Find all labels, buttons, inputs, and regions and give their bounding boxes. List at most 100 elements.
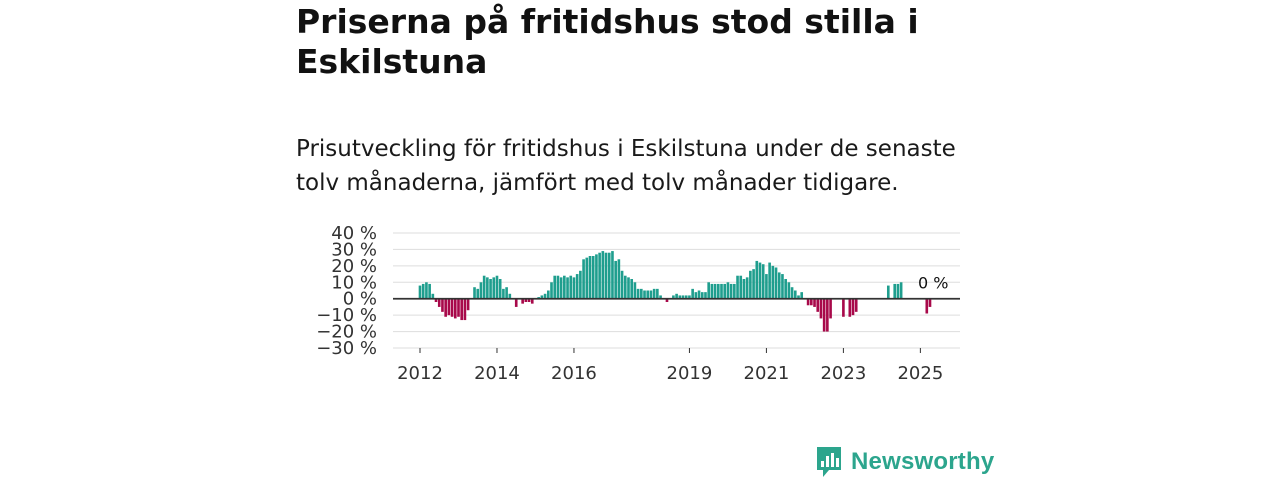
x-tick-label: 2014	[474, 363, 520, 384]
y-tick-label: 30 %	[331, 239, 377, 260]
bar	[800, 292, 804, 299]
bar	[899, 282, 903, 299]
bar	[678, 295, 682, 299]
bar	[656, 288, 659, 299]
bar	[428, 283, 431, 299]
x-tick-label: 2019	[667, 363, 713, 384]
bar	[842, 298, 845, 317]
bar	[604, 252, 608, 299]
bar	[781, 274, 784, 299]
bar	[829, 298, 832, 319]
bar	[546, 290, 550, 299]
bar	[806, 298, 810, 306]
y-axis: 40 %30 %20 %10 %0 %−10 %−20 %−30 %	[316, 223, 377, 359]
bar	[450, 298, 454, 317]
bar	[659, 295, 662, 299]
newsworthy-logo-icon	[817, 447, 841, 477]
bar	[476, 288, 480, 299]
bar	[636, 288, 640, 299]
bar	[617, 259, 621, 299]
bar	[540, 295, 544, 299]
bar	[691, 288, 694, 299]
y-tick-label: 20 %	[331, 256, 377, 277]
bar	[896, 283, 900, 299]
y-tick-label: 40 %	[331, 223, 377, 244]
x-tick-label: 2023	[820, 363, 866, 384]
bar	[598, 252, 601, 299]
bar	[460, 298, 464, 321]
bar	[441, 298, 444, 312]
bar	[771, 265, 775, 299]
bar	[527, 298, 531, 302]
bar	[704, 292, 707, 299]
bar	[749, 270, 752, 299]
x-tick-label: 2012	[397, 363, 443, 384]
bar	[739, 275, 743, 299]
bar	[774, 267, 778, 299]
bar	[707, 282, 710, 299]
bar	[418, 285, 422, 299]
bar	[601, 251, 605, 299]
bar	[614, 260, 617, 299]
bar	[585, 257, 589, 299]
bar	[524, 298, 528, 302]
y-tick-label: 0 %	[343, 289, 377, 310]
bar	[579, 270, 582, 299]
bar	[521, 298, 524, 304]
bar	[688, 295, 691, 299]
bar	[563, 275, 566, 299]
bar	[713, 283, 717, 299]
bar	[755, 260, 759, 299]
bar	[694, 292, 698, 299]
last-value-label: 0 %	[918, 274, 948, 293]
bar	[675, 293, 678, 299]
chart-subtitle: Prisutveckling för fritidshus i Eskilstu…	[296, 136, 956, 196]
bar	[851, 298, 855, 316]
bar	[758, 262, 762, 299]
bar-series	[393, 251, 960, 332]
bar	[434, 298, 438, 302]
bar	[726, 282, 730, 299]
bar	[665, 298, 669, 302]
bar	[745, 277, 749, 299]
bar	[826, 298, 829, 332]
bar	[716, 283, 720, 299]
bar	[473, 287, 476, 299]
bar	[813, 298, 816, 307]
bar	[569, 275, 573, 299]
bar	[886, 285, 890, 299]
bar	[777, 272, 781, 299]
bar	[530, 298, 534, 304]
bar	[508, 293, 512, 299]
bar	[720, 283, 723, 299]
bar	[505, 287, 508, 299]
newsworthy-logo[interactable]: Newsworthy	[815, 445, 994, 479]
bar	[733, 283, 736, 299]
x-axis: 2012 2014 2016 2019 2021 2023 2025	[397, 348, 943, 384]
bar	[495, 275, 499, 299]
bar	[742, 279, 746, 299]
bar	[595, 254, 598, 299]
bar	[723, 283, 727, 299]
bar	[447, 298, 451, 316]
bar	[486, 277, 489, 299]
bar	[582, 259, 585, 299]
bar	[489, 279, 492, 299]
bar	[550, 282, 553, 299]
bar	[784, 279, 787, 299]
bar	[572, 277, 576, 299]
bar	[627, 277, 630, 299]
bar	[790, 287, 794, 299]
bar	[684, 295, 688, 299]
bar	[457, 298, 460, 317]
bar	[672, 295, 675, 299]
bar	[611, 251, 614, 299]
bar	[444, 298, 447, 317]
bar	[514, 298, 518, 307]
y-tick-label: −10 %	[316, 305, 377, 326]
bar	[787, 282, 791, 299]
bar	[543, 293, 547, 299]
bar	[697, 290, 701, 299]
bar	[761, 264, 765, 299]
bar	[643, 290, 646, 299]
